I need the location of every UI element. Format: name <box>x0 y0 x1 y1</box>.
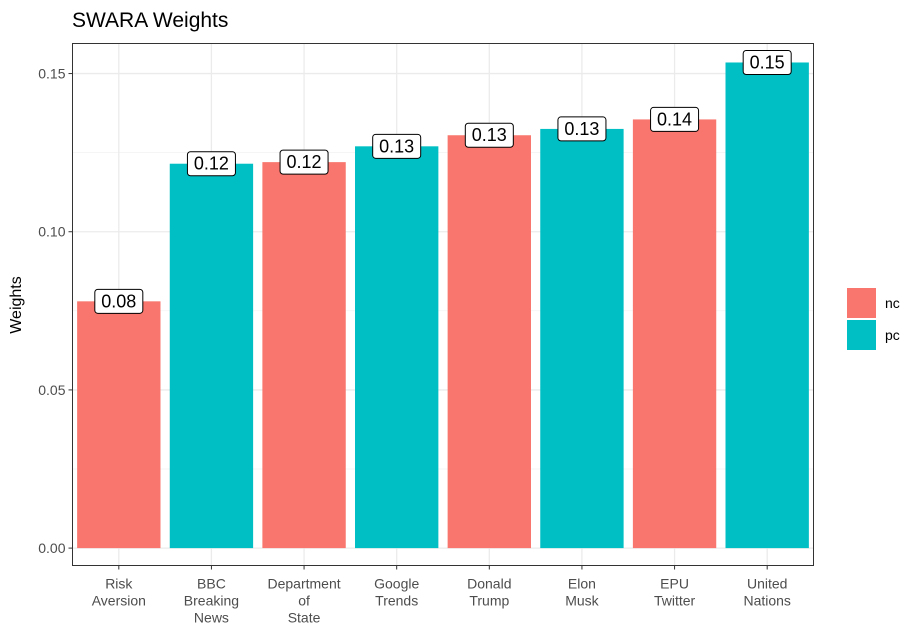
data-label-box <box>279 149 329 175</box>
data-label-box <box>557 116 607 142</box>
bar <box>447 135 531 549</box>
x-tick-label: BBC Breaking News <box>184 576 239 626</box>
data-label: 0.13 <box>557 116 607 142</box>
bar <box>632 119 717 549</box>
y-tick-label: 0.15 <box>38 66 65 82</box>
data-label-box <box>742 49 792 75</box>
bar <box>169 163 254 549</box>
legend-swatch <box>847 288 876 318</box>
bar <box>77 301 161 549</box>
x-tick-label: Google Trends <box>374 576 419 609</box>
bar <box>262 162 346 549</box>
chart-title: SWARA Weights <box>72 9 228 32</box>
data-label-box <box>186 151 236 177</box>
legend-label: pc <box>885 327 900 343</box>
plot-panel-border <box>72 43 814 566</box>
y-axis: 0.00 0.05 0.10 0.15 <box>38 66 73 556</box>
legend: nc pc <box>847 288 900 350</box>
x-tick-label: Elon Musk <box>565 576 599 609</box>
data-label: 0.12 <box>279 149 329 175</box>
data-label-text: 0.13 <box>472 125 507 145</box>
x-tick-label: United Nations <box>743 576 790 609</box>
bar <box>725 62 809 549</box>
data-label-box <box>650 106 700 132</box>
data-label-box <box>94 288 144 314</box>
bar <box>355 146 439 549</box>
data-label: 0.13 <box>464 122 514 148</box>
data-label-text: 0.12 <box>287 152 322 172</box>
data-label-box <box>372 133 422 159</box>
x-tick-label: Donald Trump <box>467 576 511 609</box>
legend-item: nc <box>847 288 900 318</box>
x-axis: Risk Aversion BBC Breaking News Department of S… <box>92 565 791 626</box>
data-label-text: 0.14 <box>657 109 692 129</box>
bar <box>540 128 624 549</box>
data-label-text: 0.08 <box>101 291 136 311</box>
y-tick-label: 0.10 <box>38 224 65 240</box>
data-label: 0.15 <box>742 49 792 75</box>
x-tick-label: Department of State <box>267 576 340 626</box>
legend-swatch <box>847 320 876 350</box>
data-label: 0.08 <box>94 288 144 314</box>
legend-item: pc <box>847 320 900 350</box>
y-tick-label: 0.00 <box>38 540 65 556</box>
y-axis-label: Weights <box>8 276 25 334</box>
legend-label: nc <box>885 295 900 311</box>
data-labels: 0.08 0.12 0.12 0.13 0.13 0.13 0.14 0.15 <box>94 49 792 314</box>
data-label: 0.13 <box>372 133 422 159</box>
data-label-box <box>464 122 514 148</box>
data-label-text: 0.13 <box>379 136 414 156</box>
x-tick-label: EPU Twitter <box>654 576 696 609</box>
data-label: 0.14 <box>650 106 700 132</box>
data-label-text: 0.15 <box>750 52 785 72</box>
data-label-text: 0.13 <box>564 119 599 139</box>
bars <box>77 62 809 549</box>
x-tick-label: Risk Aversion <box>92 576 146 609</box>
y-tick-label: 0.05 <box>38 382 65 398</box>
data-label-text: 0.12 <box>194 154 229 174</box>
data-label: 0.12 <box>186 151 236 177</box>
